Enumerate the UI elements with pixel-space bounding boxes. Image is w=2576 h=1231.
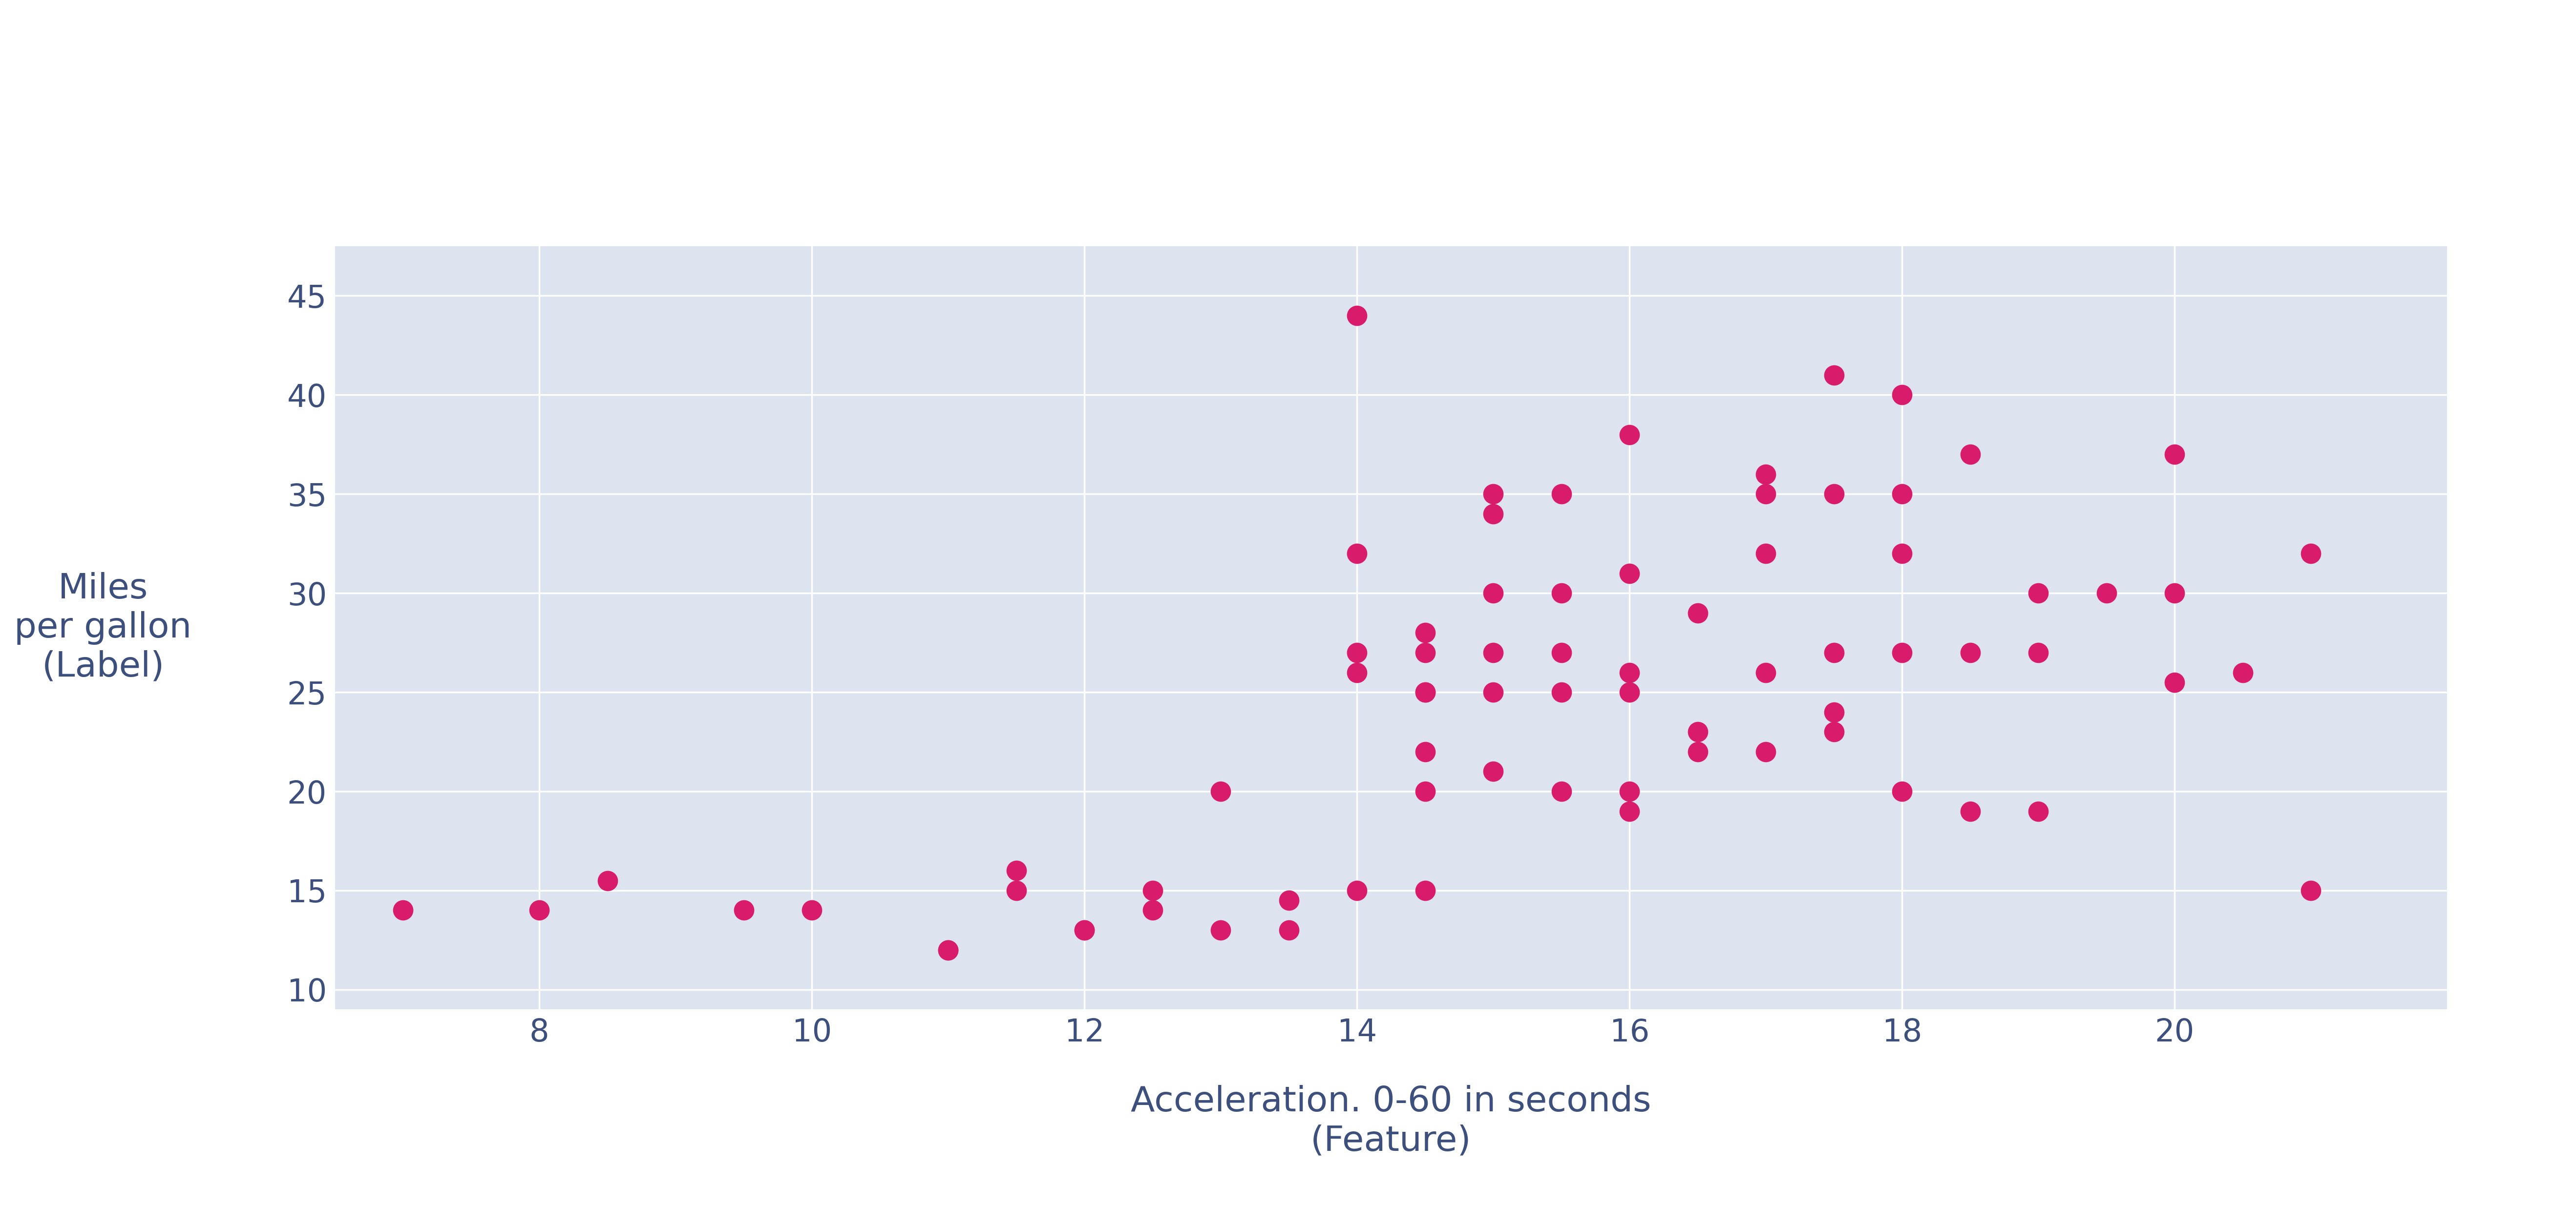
Point [1473, 762, 1515, 782]
Point [1540, 583, 1582, 603]
Point [1744, 484, 1785, 503]
Point [927, 940, 969, 960]
X-axis label: Acceleration. 0-60 in seconds
(Feature): Acceleration. 0-60 in seconds (Feature) [1131, 1086, 1651, 1158]
Point [791, 900, 832, 920]
Point [1540, 484, 1582, 503]
Point [587, 870, 629, 890]
Point [1744, 742, 1785, 762]
Point [1610, 782, 1651, 801]
Point [1880, 385, 1922, 405]
Point [1814, 702, 1855, 721]
Point [2154, 672, 2195, 692]
Point [997, 860, 1038, 880]
Point [1200, 921, 1242, 940]
Point [1337, 880, 1378, 900]
Point [2223, 662, 2264, 682]
Point [518, 900, 559, 920]
Point [2290, 544, 2331, 564]
Point [2017, 643, 2058, 662]
Point [1950, 444, 1991, 464]
Point [1131, 900, 1172, 920]
Point [1064, 921, 1105, 940]
Point [1880, 782, 1922, 801]
Point [1610, 425, 1651, 444]
Point [2017, 801, 2058, 821]
Point [1814, 366, 1855, 385]
Point [1473, 503, 1515, 523]
Point [1814, 643, 1855, 662]
Point [1540, 782, 1582, 801]
Point [1677, 742, 1718, 762]
Point [1744, 544, 1785, 564]
Point [1473, 583, 1515, 603]
Point [2154, 444, 2195, 464]
Point [1337, 305, 1378, 325]
Point [1540, 643, 1582, 662]
Point [381, 900, 422, 920]
Point [1744, 662, 1785, 682]
Point [1473, 682, 1515, 702]
Point [1404, 880, 1445, 900]
Point [1814, 723, 1855, 742]
Point [997, 880, 1038, 900]
Point [1880, 544, 1922, 564]
Point [2290, 880, 2331, 900]
Text: Miles
per gallon
(Label): Miles per gallon (Label) [15, 572, 191, 683]
Point [1950, 801, 1991, 821]
Point [1473, 643, 1515, 662]
Point [2087, 583, 2128, 603]
Point [1610, 682, 1651, 702]
Point [1540, 682, 1582, 702]
Point [1404, 623, 1445, 643]
Point [1677, 603, 1718, 623]
Point [1880, 643, 1922, 662]
Point [1610, 662, 1651, 682]
Point [2154, 583, 2195, 603]
Point [1267, 890, 1309, 910]
Point [1064, 921, 1105, 940]
Point [1610, 564, 1651, 583]
Point [1880, 484, 1922, 503]
Point [1200, 782, 1242, 801]
Point [1677, 723, 1718, 742]
Point [2017, 583, 2058, 603]
Point [1337, 643, 1378, 662]
Point [1337, 544, 1378, 564]
Point [1473, 484, 1515, 503]
Point [1267, 921, 1309, 940]
Point [1610, 801, 1651, 821]
Point [724, 900, 765, 920]
Point [1950, 643, 1991, 662]
Point [1131, 880, 1172, 900]
Point [1337, 662, 1378, 682]
Point [927, 940, 969, 960]
Point [1404, 643, 1445, 662]
Point [1404, 742, 1445, 762]
Point [1744, 464, 1785, 484]
Point [1814, 484, 1855, 503]
Point [1404, 682, 1445, 702]
Point [1404, 682, 1445, 702]
Point [1404, 782, 1445, 801]
